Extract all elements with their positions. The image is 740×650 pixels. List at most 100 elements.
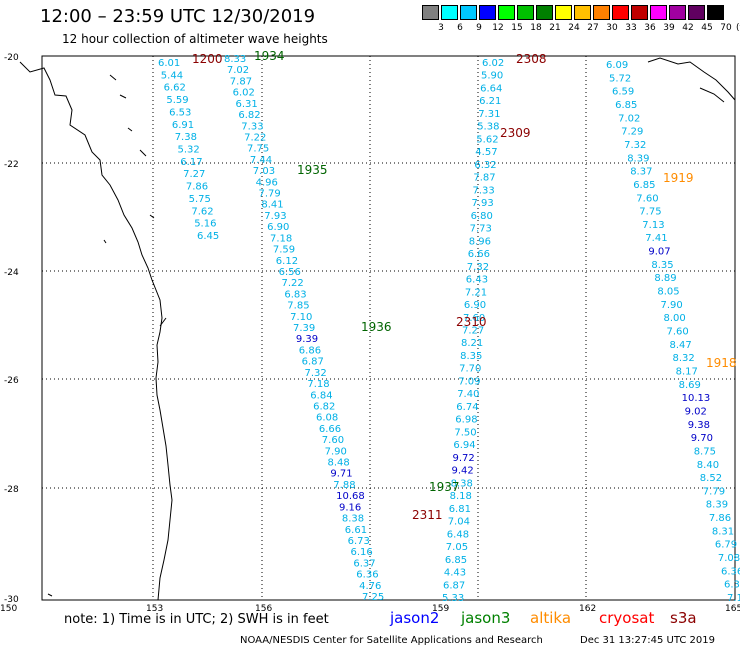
colorbar-label: 3: [438, 23, 444, 33]
wave-height-value: 7.21: [465, 287, 487, 298]
wave-height-value: 7.22: [244, 133, 266, 144]
pass-time-label: 2308: [516, 52, 547, 66]
wave-height-value: 7.90: [325, 446, 347, 457]
wave-height-value: 5.44: [161, 70, 183, 81]
colorbar-label: 39: [663, 23, 675, 33]
wave-height-value: 9.02: [685, 406, 707, 417]
colorbar-label: 21: [549, 23, 561, 33]
colorbar-swatch: [498, 5, 515, 20]
colorbar-swatch: [422, 5, 439, 20]
wave-height-value: 9.39: [296, 334, 318, 345]
pass-time-label: 1934: [254, 49, 285, 63]
colorbar-swatch: [555, 5, 572, 20]
wave-height-value: 7.87: [230, 76, 252, 87]
wave-height-value: 8.39: [706, 500, 728, 511]
colorbar-swatch: [460, 5, 477, 20]
wave-height-value: 8.38: [342, 514, 364, 525]
colorbar-label: 42: [682, 23, 694, 33]
wave-height-value: 7.59: [273, 245, 295, 256]
wave-height-value: 6.16: [351, 547, 373, 558]
wave-height-value: 9.07: [648, 247, 670, 258]
wave-height-value: 7.41: [645, 233, 667, 244]
colorbar-unit: (ft): [736, 23, 740, 33]
wave-height-value: 9.70: [691, 433, 713, 444]
altimeter-track: 6.015.44 6.625.596.53 6.917.38 5.326.177.27…: [158, 58, 219, 242]
wave-height-value: 6.74: [456, 402, 478, 413]
wave-height-value: 7.18: [307, 379, 329, 390]
wave-height-value: 7.93: [472, 198, 494, 209]
wave-height-value: 7.29: [621, 127, 643, 138]
pass-time-label: 1200: [192, 52, 223, 66]
map-frame: [41, 55, 736, 601]
legend-entry: jason3: [461, 609, 511, 627]
wave-height-value: 6.36: [721, 566, 740, 577]
new-caledonia-coastline: [647, 57, 736, 103]
wave-height-value: 8.40: [697, 460, 719, 471]
wave-height-value: 6.36: [356, 570, 378, 581]
wave-height-value: 7.60: [463, 313, 485, 324]
wave-height-value: 7.05: [446, 542, 468, 553]
wave-height-value: 8.35: [460, 351, 482, 362]
wave-height-value: 6.61: [345, 525, 367, 536]
colorbar-label: 45: [701, 23, 713, 33]
wave-height-value: 8.47: [670, 340, 692, 351]
wave-height-value: 7.88: [333, 480, 355, 491]
latitude-label: -26: [4, 376, 19, 386]
wave-height-value: 7.87: [473, 173, 495, 184]
wave-height-value: 7.75: [247, 144, 269, 155]
colorbar-swatch: [441, 5, 458, 20]
wave-height-value: 7.33: [241, 121, 263, 132]
colorbar-label: 18: [530, 23, 542, 33]
wave-height-value: 5.38: [477, 122, 499, 133]
wave-height-value: 6.48: [447, 529, 469, 540]
wave-height-value: 6.66: [319, 424, 341, 435]
australia-coastline: [19, 61, 173, 601]
colorbar-swatch: [612, 5, 629, 20]
wave-height-value: 7.18: [270, 233, 292, 244]
colorbar-swatch: [536, 5, 553, 20]
wave-height-value: 6.02: [233, 88, 255, 99]
wave-height-value: 7.85: [287, 301, 309, 312]
wave-height-value: 6.90: [464, 300, 486, 311]
colorbar-label: 36: [644, 23, 656, 33]
wave-height-value: 7.86: [186, 182, 208, 193]
wave-height-value: 7.60: [636, 193, 658, 204]
wave-height-value: 6.84: [310, 390, 332, 401]
wave-height-value: 6.62: [164, 83, 186, 94]
wave-height-value: 5.75: [189, 194, 211, 205]
wave-height-value: 6.53: [169, 107, 191, 118]
longitude-label: 165: [725, 604, 740, 614]
wave-height-value: 5.32: [178, 145, 200, 156]
colorbar-label: 30: [606, 23, 618, 33]
wave-height-value: 6.45: [197, 231, 219, 242]
colorbar-label: 15: [511, 23, 523, 33]
colorbar-swatch: [669, 5, 686, 20]
pass-time-label: 1936: [361, 320, 392, 334]
wave-height-value: 7.03: [253, 166, 275, 177]
wave-height-value: 7.62: [191, 206, 213, 217]
colorbar-label: 33: [625, 23, 637, 33]
map-subtitle: 12 hour collection of altimeter wave hei…: [62, 32, 328, 46]
wave-height-value: 7.10: [290, 312, 312, 323]
wave-height-value: 7.50: [454, 427, 476, 438]
wave-height-value: 10.13: [682, 393, 711, 404]
wave-height-value: 6.80: [471, 211, 493, 222]
wave-height-value: 9.42: [452, 466, 474, 477]
wave-height-value: 8.31: [712, 526, 734, 537]
wave-height-value: 7.73: [470, 224, 492, 235]
wave-height-value: 5.59: [166, 95, 188, 106]
longitude-label: 153: [146, 604, 163, 614]
wave-height-value: 6.94: [453, 440, 475, 451]
wave-height-value: 8.89: [654, 273, 676, 284]
wave-height-value: 7.27: [183, 169, 205, 180]
wave-height-value: 7.40: [457, 389, 479, 400]
wave-height-value: 4.57: [475, 147, 497, 158]
pass-time-label: 2310: [456, 315, 487, 329]
wave-height-value: 7.32: [624, 140, 646, 151]
colorbar-swatch: [593, 5, 610, 20]
wave-height-value: 9.38: [688, 420, 710, 431]
legend-entry: jason2: [390, 609, 440, 627]
latitude-label: -24: [4, 268, 19, 278]
